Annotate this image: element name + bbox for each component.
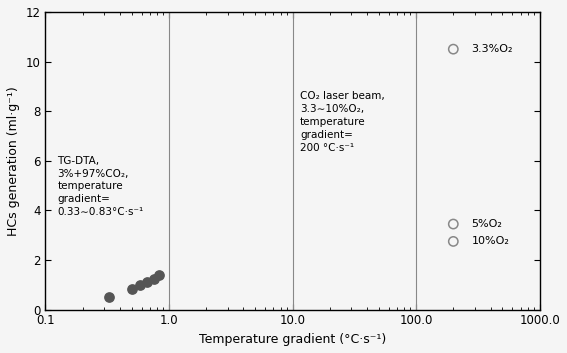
Point xyxy=(135,282,144,288)
Point xyxy=(154,272,163,278)
Text: TG-DTA,
3%+97%CO₂,
temperature
gradient=
0.33∼0.83°C·s⁻¹: TG-DTA, 3%+97%CO₂, temperature gradient=… xyxy=(57,156,143,217)
Point xyxy=(105,294,114,300)
Text: 10%O₂: 10%O₂ xyxy=(471,237,509,246)
Y-axis label: HCs generation (ml·g⁻¹): HCs generation (ml·g⁻¹) xyxy=(7,86,20,236)
Point xyxy=(127,286,136,291)
Text: CO₂ laser beam,
3.3∼10%O₂,
temperature
gradient=
200 °C·s⁻¹: CO₂ laser beam, 3.3∼10%O₂, temperature g… xyxy=(300,91,385,152)
Point xyxy=(143,280,152,285)
X-axis label: Temperature gradient (°C·s⁻¹): Temperature gradient (°C·s⁻¹) xyxy=(199,333,386,346)
Text: 5%O₂: 5%O₂ xyxy=(471,219,502,229)
Point xyxy=(448,46,458,52)
Point xyxy=(448,221,458,227)
Point xyxy=(448,239,458,244)
Point xyxy=(149,276,158,281)
Text: 3.3%O₂: 3.3%O₂ xyxy=(471,44,513,54)
